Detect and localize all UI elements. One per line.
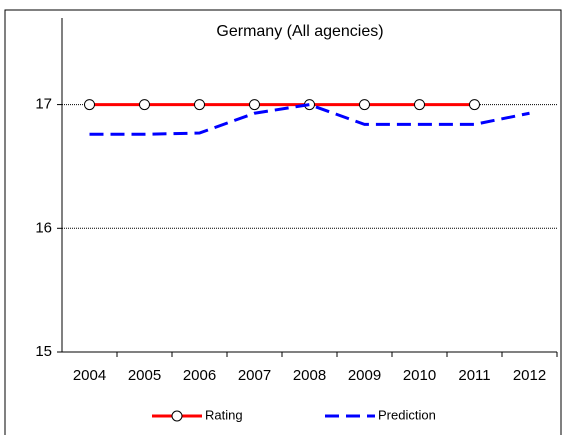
y-tick-label: 15 [35, 343, 52, 360]
legend-label: Prediction [378, 407, 436, 422]
legend-marker [171, 410, 183, 422]
x-tick-label: 2010 [403, 367, 436, 384]
x-tick-label: 2011 [458, 367, 490, 384]
x-tick-label: 2009 [348, 367, 381, 384]
point-marker [84, 99, 95, 111]
chart-title: Germany (All agencies) [216, 23, 383, 40]
point-marker [139, 99, 150, 111]
y-tick-label: 17 [35, 96, 52, 113]
chart-frame [4, 9, 562, 435]
point-marker [469, 99, 480, 111]
x-tick-label: 2007 [238, 367, 271, 384]
point-marker [249, 99, 260, 111]
y-tick-label: 16 [35, 219, 52, 236]
x-tick-label: 2004 [73, 367, 106, 384]
point-marker [414, 99, 425, 111]
x-tick-label: 2005 [128, 367, 161, 384]
series-line [89, 103, 530, 136]
x-tick-label: 2008 [293, 367, 326, 384]
x-tick-label: 2012 [513, 367, 546, 384]
point-marker [359, 99, 370, 111]
point-marker [194, 99, 205, 111]
x-tick-label: 2006 [183, 367, 216, 384]
legend-label: Rating [205, 407, 243, 422]
